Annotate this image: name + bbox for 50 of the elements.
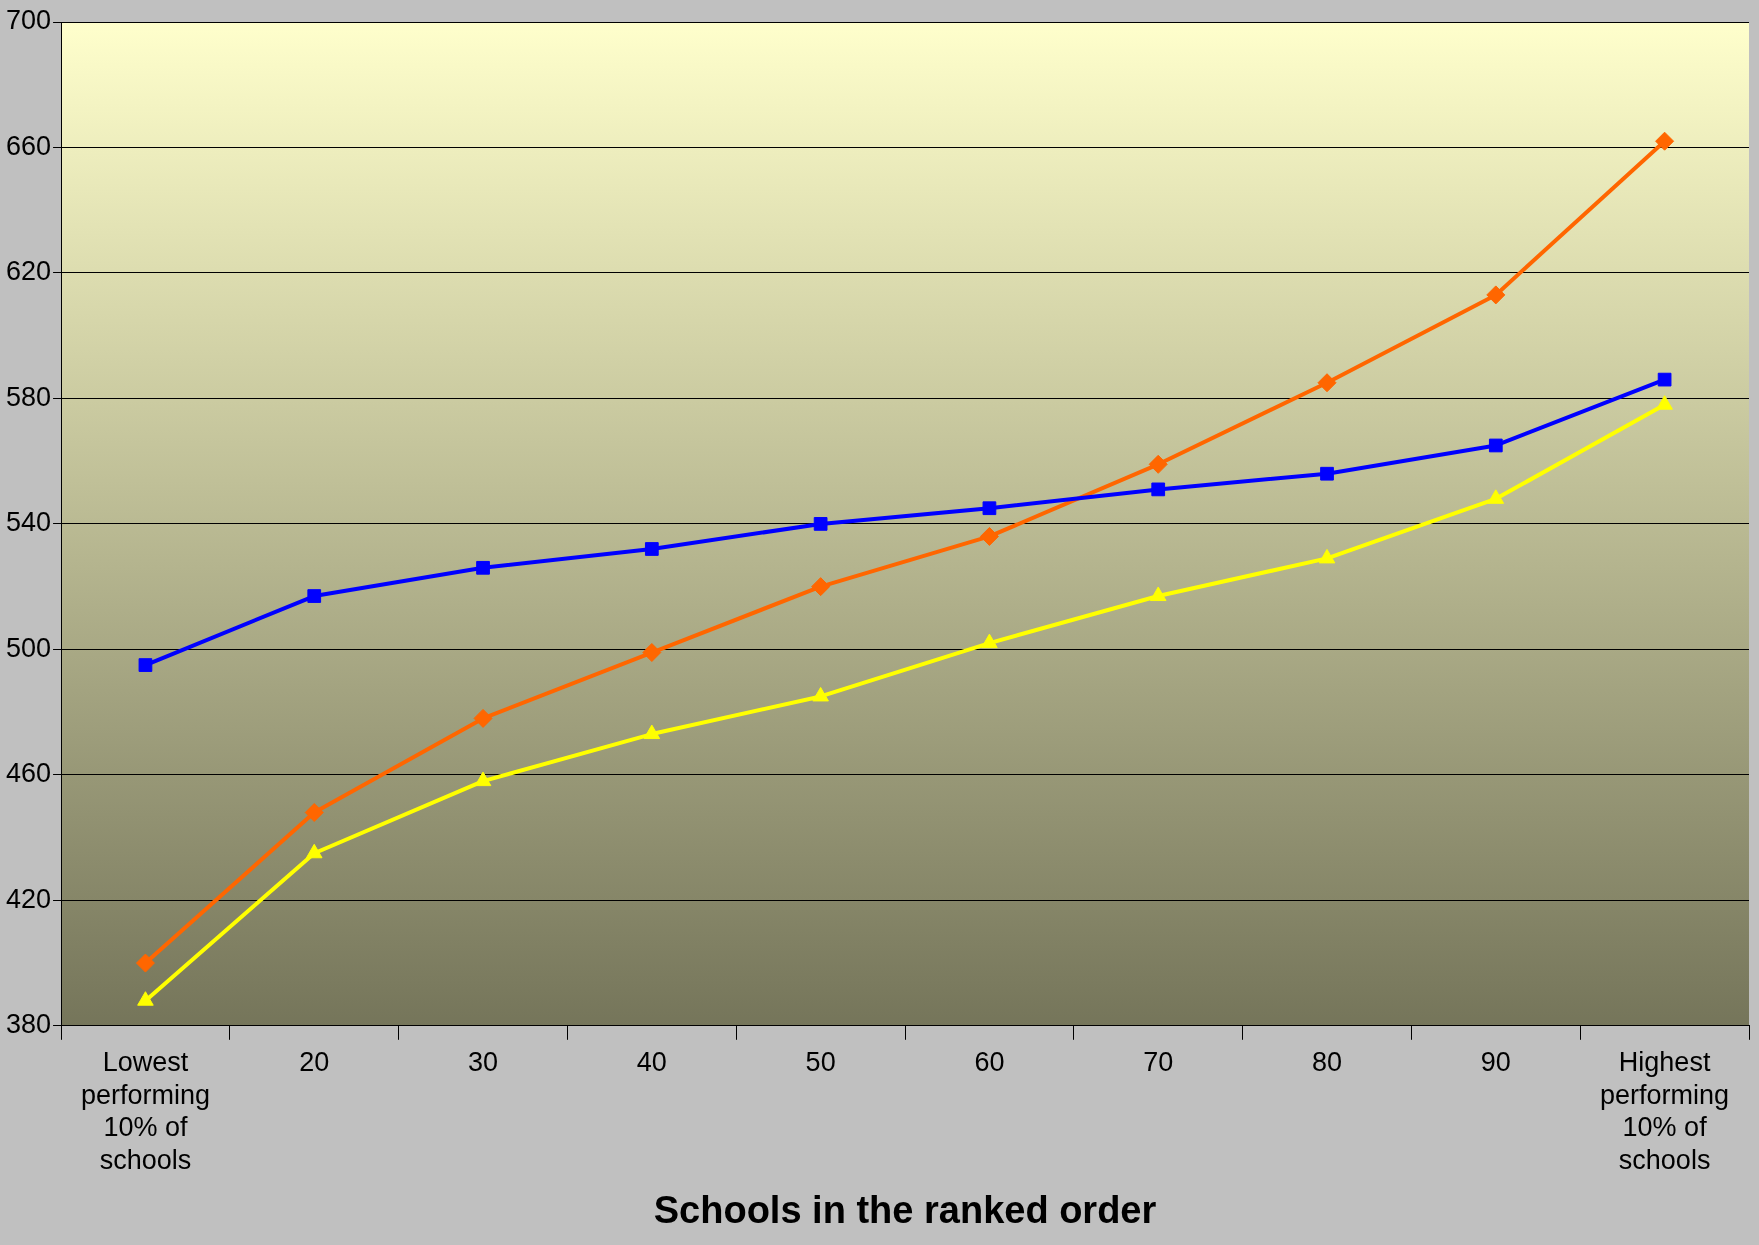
point: [1148, 454, 1168, 474]
y-tick-label: 380: [5, 1009, 52, 1040]
point: [813, 517, 828, 531]
point: [811, 577, 831, 597]
point: [1657, 372, 1672, 387]
x-tick-label: 20: [299, 1047, 330, 1078]
y-tick-label: 420: [5, 883, 52, 914]
y-tick-label: 620: [5, 256, 52, 287]
point: [473, 708, 493, 728]
point: [1318, 548, 1336, 564]
x-tick-label: Lowest performing 10% of schools: [80, 1047, 210, 1175]
point: [982, 501, 997, 516]
x-tick-label: 70: [1143, 1047, 1174, 1078]
point: [1486, 285, 1506, 305]
point: [1656, 395, 1673, 410]
point: [474, 771, 492, 787]
point: [304, 802, 324, 822]
y-tick-label: 580: [5, 381, 52, 412]
y-tick-label: 660: [5, 130, 52, 161]
point: [981, 633, 998, 649]
x-tick-label: 50: [805, 1047, 836, 1078]
point: [1320, 466, 1334, 481]
x-tick-label: 80: [1311, 1047, 1343, 1078]
x-tick-label: 30: [468, 1047, 499, 1078]
y-tick-label: 540: [5, 507, 52, 538]
y-tick-label: 460: [5, 758, 52, 789]
point: [812, 686, 829, 702]
point: [1151, 482, 1166, 497]
point: [642, 643, 662, 663]
point: [137, 991, 154, 1006]
point: [643, 724, 661, 740]
y-tick-label: 700: [5, 5, 52, 36]
point: [1317, 373, 1337, 393]
point: [305, 843, 323, 859]
point: [1149, 586, 1167, 602]
point: [307, 589, 322, 603]
y-tick-label: 500: [5, 632, 52, 663]
x-axis-title: Schools in the ranked order: [653, 1188, 1157, 1231]
point: [135, 953, 155, 973]
x-tick-label: 90: [1480, 1047, 1511, 1078]
point: [644, 542, 659, 556]
point: [1487, 489, 1505, 504]
x-tick-label: 60: [974, 1047, 1005, 1078]
x-tick-label: 40: [636, 1047, 667, 1078]
x-tick-label: Highest performing 10% of schools: [1600, 1047, 1730, 1175]
point: [1488, 438, 1503, 453]
point: [979, 526, 999, 546]
point: [1655, 131, 1675, 151]
point: [476, 560, 490, 575]
point: [138, 658, 153, 672]
